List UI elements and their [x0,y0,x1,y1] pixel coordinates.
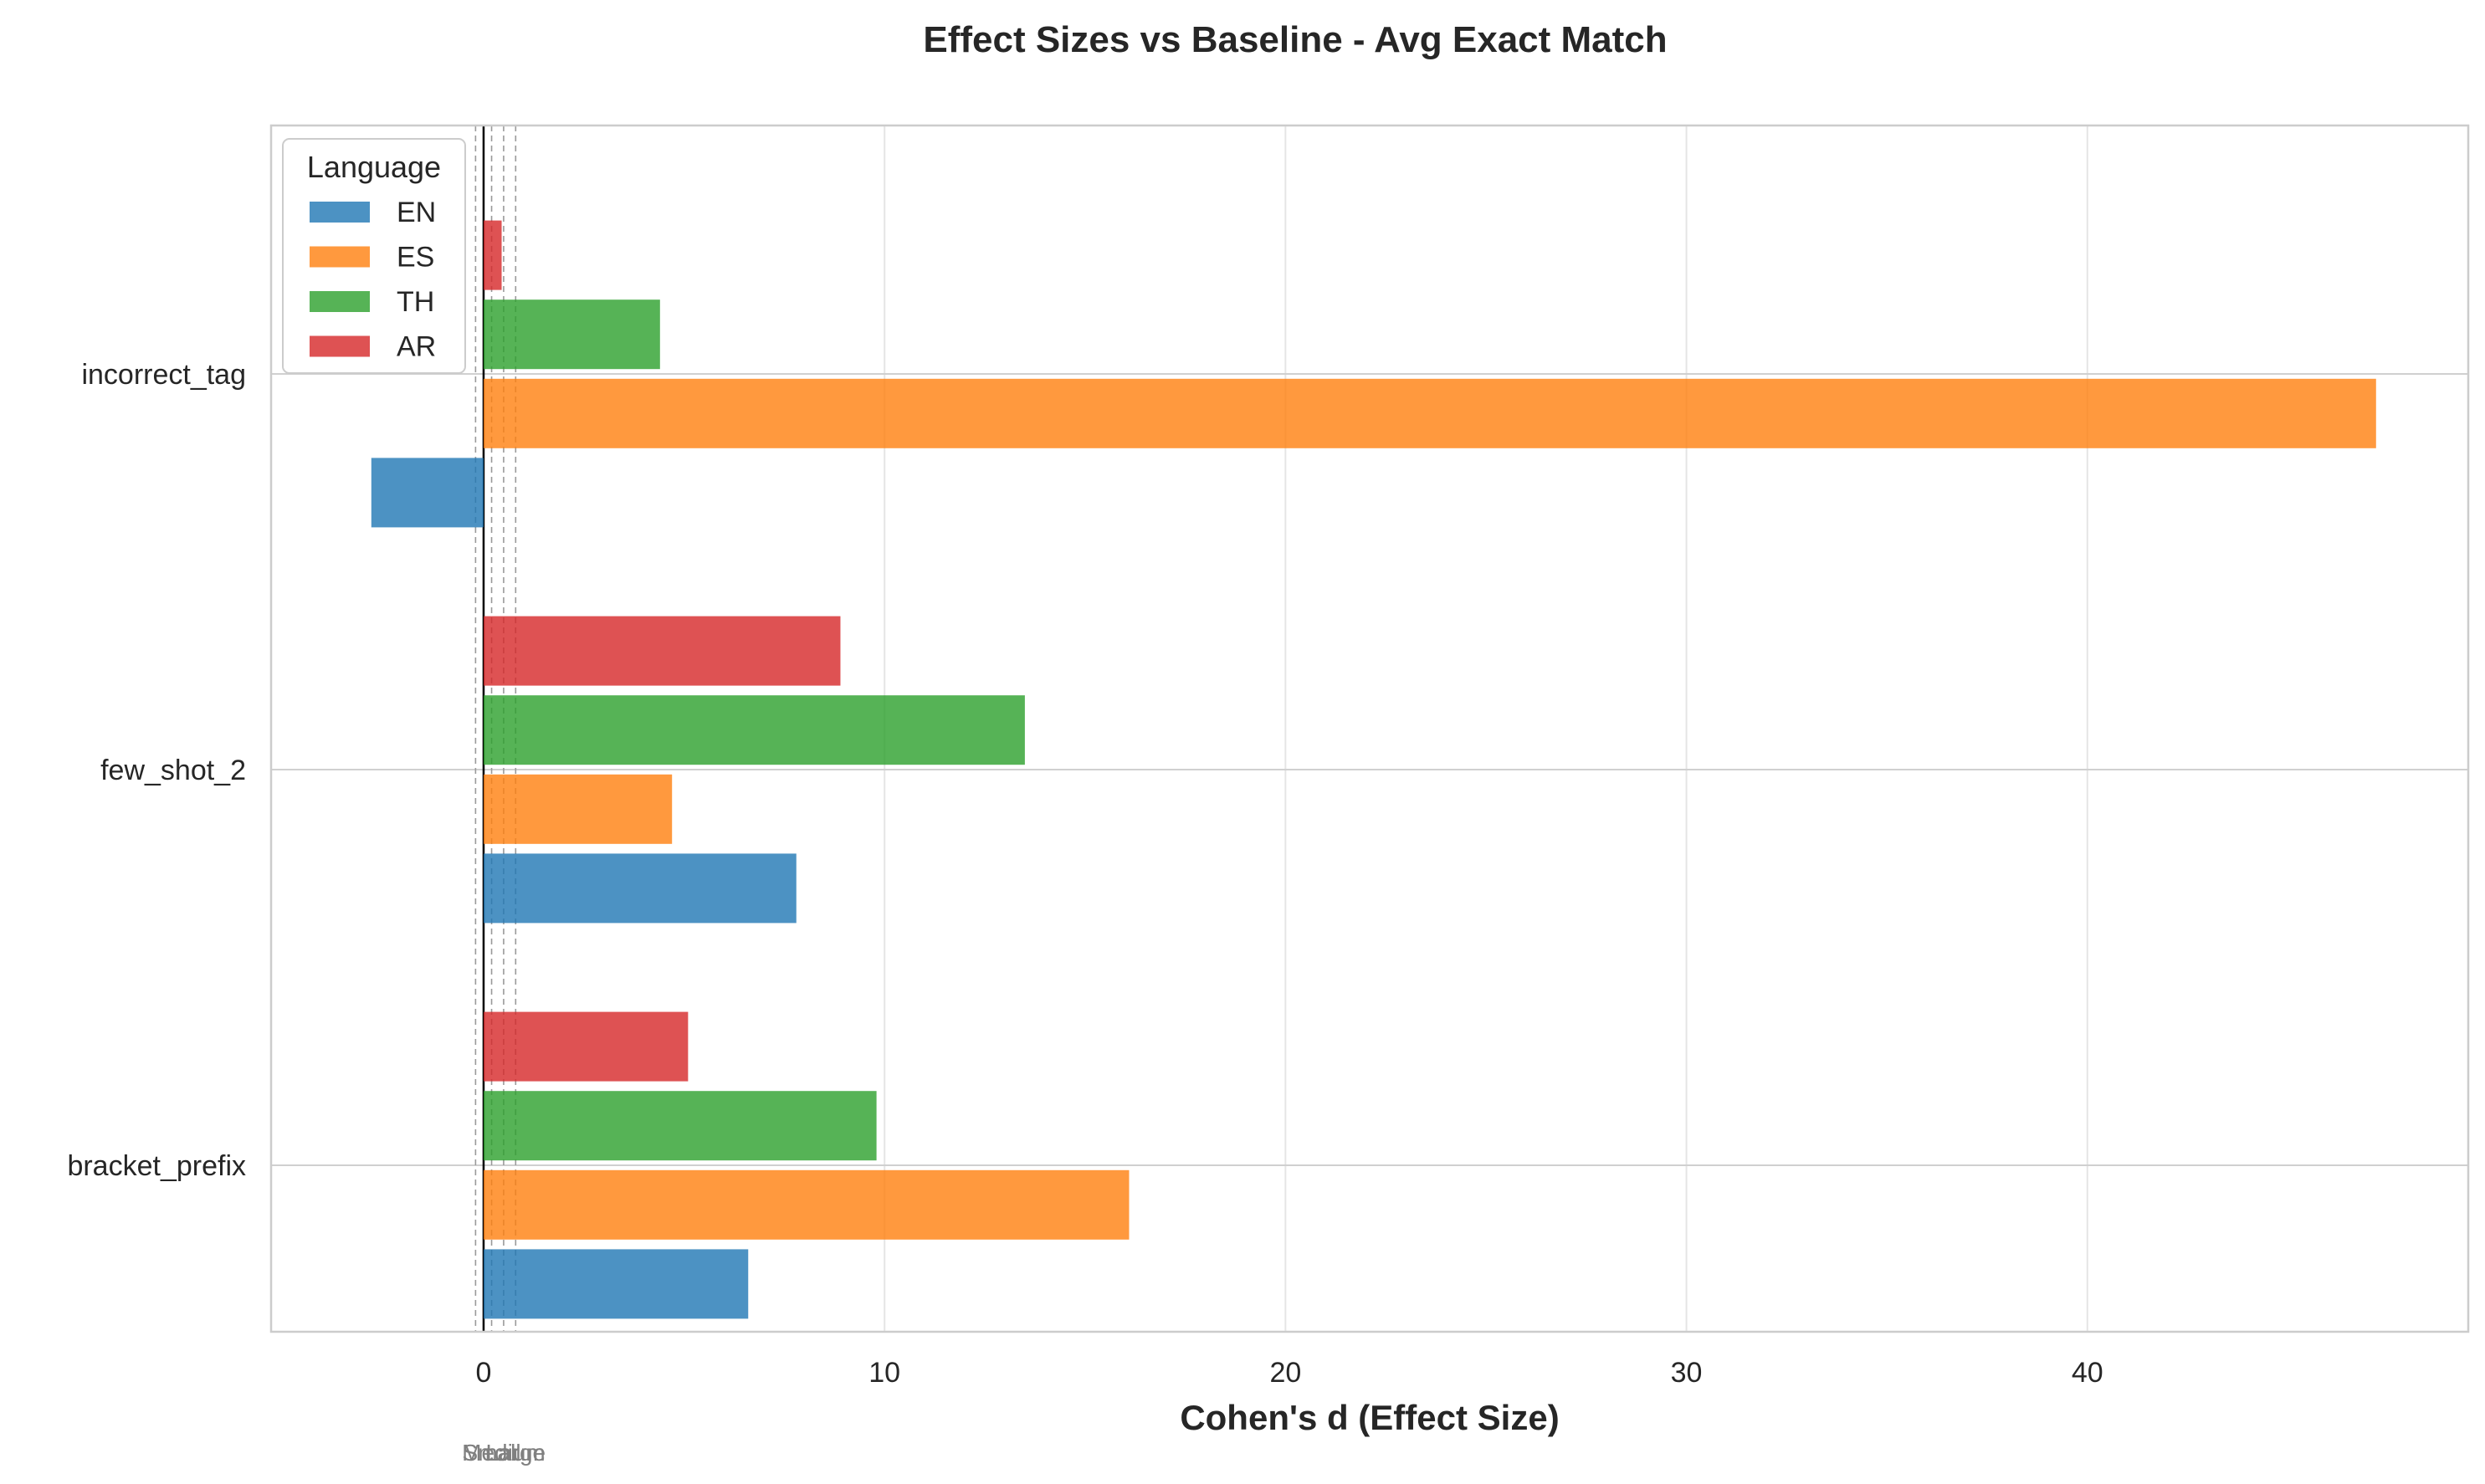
x-tick-label: 40 [2072,1357,2103,1389]
x-tick-label: 10 [868,1357,900,1389]
legend-swatch-en [310,202,370,223]
legend-swatch-ar [310,335,370,357]
legend-label-th: TH [397,286,434,318]
bar-th-incorrect-tag [483,299,660,370]
threshold-label-medium: Medium [462,1440,546,1466]
plot-frame [269,124,2470,1333]
legend-swatch-es [310,246,370,268]
bar-ar-bracket-prefix [483,1011,689,1082]
bar-en-few-shot-2 [483,853,797,924]
bar-en-incorrect-tag [371,458,484,528]
y-tick-label: bracket_prefix [67,1150,246,1182]
grid-lines [271,125,2468,1332]
x-tick-label: 0 [476,1357,492,1389]
x-tick-labels: 0 10 20 30 40 [476,1357,2103,1389]
chart-title: Effect Sizes vs Baseline - Avg Exact Mat… [923,19,1667,60]
legend-frame [282,138,466,374]
legend: Language EN ES TH AR [282,138,466,374]
bar-en-bracket-prefix [483,1249,749,1319]
legend-label-ar: AR [397,331,436,363]
threshold-label-large: Large [485,1440,546,1466]
bar-th-few-shot-2 [483,695,1025,765]
y-tick-label: incorrect_tag [81,359,246,391]
y-tick-label: few_shot_2 [100,755,246,786]
legend-swatch-th [310,291,370,312]
bar-ar-few-shot-2 [483,616,841,686]
y-tick-labels: bracket_prefix few_shot_2 incorrect_tag [67,359,246,1182]
x-tick-label: 20 [1269,1357,1301,1389]
bar-es-few-shot-2 [483,774,673,844]
legend-items: EN ES TH AR [310,197,436,363]
x-tick-label: 30 [1671,1357,1703,1389]
bars [371,220,2376,1319]
bar-ar-incorrect-tag [483,220,502,290]
threshold-label-small: Small [463,1440,521,1466]
bar-es-incorrect-tag [483,378,2376,448]
legend-label-en: EN [397,197,436,228]
x-axis-label: Cohen's d (Effect Size) [1180,1398,1559,1437]
bar-es-bracket-prefix [483,1169,1130,1240]
bar-th-bracket-prefix [483,1091,877,1161]
legend-title: Language [307,150,441,184]
legend-label-es: ES [397,242,434,274]
